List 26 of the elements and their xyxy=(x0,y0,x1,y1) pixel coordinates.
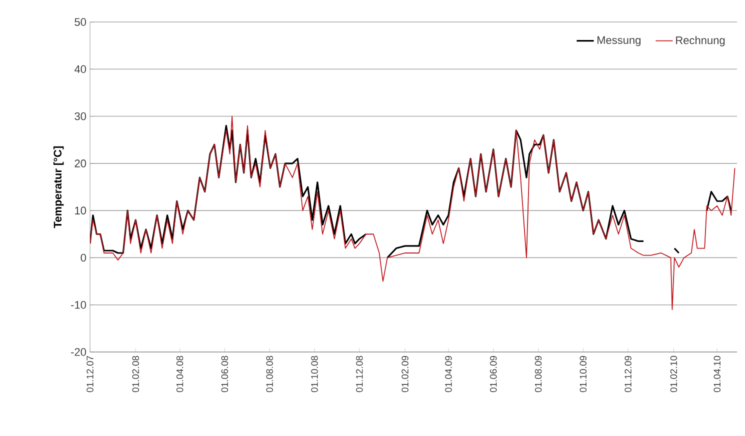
x-tick-label: 01.02.08 xyxy=(132,356,140,392)
x-tick-label: 01.10.08 xyxy=(311,356,318,392)
y-tick-label: -20 xyxy=(71,348,86,356)
x-tick-label: 01.04.09 xyxy=(445,356,452,392)
y-tick-label: 50 xyxy=(74,18,86,26)
x-tick-label: 01.08.08 xyxy=(266,356,273,392)
y-tick-label: 10 xyxy=(75,206,86,214)
y-tick-label: -10 xyxy=(71,300,86,309)
y-tick-label: 20 xyxy=(74,160,86,168)
x-tick-label: 01.12.07 xyxy=(86,356,94,392)
y-tick-label: 40 xyxy=(74,65,86,74)
x-tick-label: 01.06.08 xyxy=(221,356,228,392)
x-tick-label: 01.12.08 xyxy=(356,356,363,392)
y-tick-label: 30 xyxy=(74,112,86,120)
x-tick-label: 01.02.10 xyxy=(670,356,678,392)
y-axis-title: Temperatur [°C] xyxy=(53,146,64,228)
x-tick-label: 01.02.09 xyxy=(402,356,408,392)
y-tick-label: 0 xyxy=(80,254,86,262)
x-tick-label: 01.04.08 xyxy=(176,356,184,392)
legend-label: Messung xyxy=(597,36,640,46)
x-tick-label: 01.12.09 xyxy=(624,356,632,392)
x-tick-label: 01.10.09 xyxy=(580,356,587,392)
x-tick-label: 01.04.10 xyxy=(714,356,720,392)
x-tick-label: 01.06.09 xyxy=(490,356,497,392)
legend-label: Rechnung xyxy=(676,36,725,46)
x-tick-label: 01.08.09 xyxy=(534,356,542,392)
